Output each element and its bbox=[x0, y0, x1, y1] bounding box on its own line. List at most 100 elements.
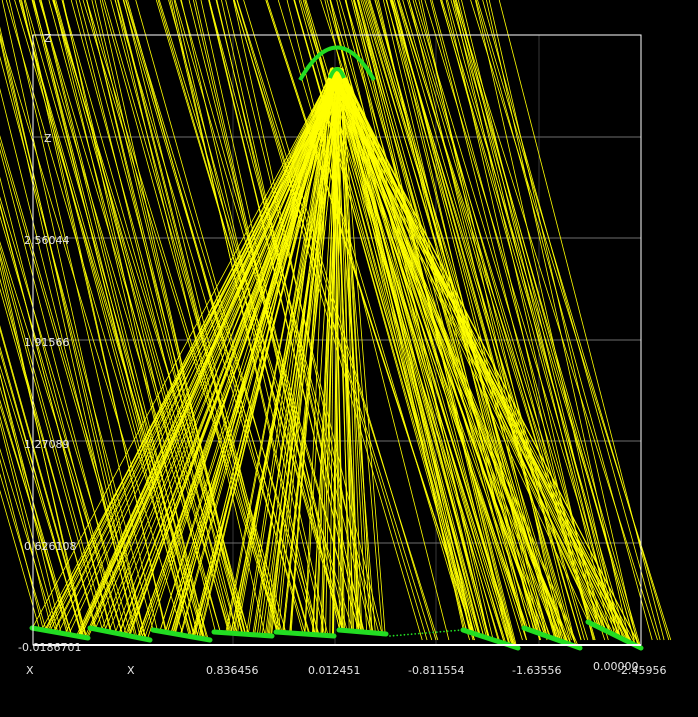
incoming-ray bbox=[1, 0, 146, 640]
mirror-dot bbox=[407, 633, 409, 636]
incoming-ray bbox=[158, 0, 354, 632]
incoming-ray bbox=[82, 0, 279, 633]
incoming-ray bbox=[70, 0, 246, 635]
incoming-ray bbox=[300, 0, 504, 641]
incoming-ray bbox=[215, 0, 372, 633]
incoming-ray bbox=[61, 0, 244, 635]
axis-title-x-2: X bbox=[127, 664, 135, 677]
incoming-ray bbox=[31, 0, 195, 638]
reflected-ray bbox=[334, 71, 355, 632]
incoming-ray bbox=[135, 0, 316, 635]
incoming-ray bbox=[173, 0, 326, 636]
incoming-ray bbox=[294, 0, 474, 641]
mirror-dot bbox=[446, 630, 449, 633]
incoming-ray bbox=[277, 0, 471, 641]
incoming-ray bbox=[23, 0, 167, 633]
incoming-ray bbox=[408, 0, 601, 629]
incoming-ray bbox=[326, 0, 515, 647]
incoming-ray bbox=[345, 0, 490, 639]
incoming-ray bbox=[0, 252, 103, 631]
rays bbox=[0, 0, 672, 649]
incoming-ray bbox=[53, 0, 208, 640]
incoming-ray bbox=[52, 0, 230, 634]
incoming-ray bbox=[14, 0, 206, 640]
incoming-ray bbox=[430, 0, 594, 641]
incoming-ray bbox=[200, 0, 343, 631]
incoming-ray bbox=[33, 0, 199, 639]
mirror-segment bbox=[29, 625, 91, 641]
incoming-ray bbox=[0, 215, 124, 635]
incoming-ray bbox=[457, 0, 616, 636]
incoming-ray bbox=[174, 0, 360, 632]
mirror-segment bbox=[87, 625, 153, 643]
reflected-ray bbox=[341, 73, 373, 633]
reflected-ray bbox=[104, 74, 337, 632]
incoming-ray bbox=[382, 0, 535, 632]
incoming-ray bbox=[0, 372, 68, 635]
receiver-focus bbox=[328, 67, 346, 79]
plot-frame bbox=[32, 34, 642, 646]
mirror-dot bbox=[417, 632, 420, 635]
receiver-arc bbox=[298, 45, 376, 81]
incoming-ray bbox=[0, 34, 146, 640]
incoming-ray bbox=[305, 0, 501, 643]
incoming-ray bbox=[32, 0, 221, 633]
mirror-dot bbox=[414, 633, 417, 635]
reflected-ray bbox=[332, 76, 513, 647]
incoming-ray bbox=[339, 0, 527, 629]
reflected-ray bbox=[196, 68, 331, 638]
reflected-ray bbox=[170, 75, 332, 634]
mirrors bbox=[29, 45, 644, 651]
incoming-ray bbox=[0, 421, 53, 632]
reflected-ray bbox=[278, 74, 334, 633]
x-tick-label: -2.45956 bbox=[617, 664, 666, 677]
overlap-tick-label: 0.00000 bbox=[593, 660, 639, 673]
incoming-ray bbox=[367, 0, 561, 641]
incoming-ray bbox=[440, 0, 628, 642]
incoming-ray bbox=[0, 141, 144, 639]
mirror-dot bbox=[435, 631, 438, 633]
incoming-ray bbox=[48, 0, 221, 633]
mirror-segment bbox=[585, 619, 644, 651]
reflected-ray bbox=[159, 74, 333, 632]
mirror-dot bbox=[453, 629, 456, 632]
incoming-ray bbox=[125, 0, 310, 635]
incoming-ray bbox=[0, 196, 132, 637]
x-tick-label: 0.836456 bbox=[206, 664, 259, 677]
incoming-ray bbox=[447, 0, 624, 640]
reflected-ray bbox=[167, 69, 341, 633]
reflected-ray bbox=[329, 69, 376, 634]
incoming-ray bbox=[0, 241, 123, 635]
x-tick-label: -1.63556 bbox=[512, 664, 561, 677]
incoming-ray bbox=[125, 0, 320, 636]
incoming-ray bbox=[0, 350, 83, 638]
incoming-ray bbox=[0, 287, 97, 630]
reflected-ray bbox=[94, 67, 344, 630]
reflected-ray bbox=[137, 71, 337, 638]
incoming-ray bbox=[298, 0, 475, 634]
incoming-ray bbox=[0, 87, 138, 638]
incoming-ray bbox=[101, 0, 278, 633]
incoming-ray bbox=[169, 0, 319, 636]
incoming-ray bbox=[450, 0, 635, 641]
incoming-ray bbox=[418, 0, 577, 647]
incoming-ray bbox=[0, 404, 72, 636]
incoming-ray bbox=[498, 0, 665, 641]
incoming-ray bbox=[0, 448, 57, 633]
incoming-ray bbox=[454, 0, 658, 641]
incoming-ray bbox=[180, 0, 360, 632]
reflected-ray bbox=[336, 69, 350, 631]
incoming-ray bbox=[389, 0, 589, 641]
incoming-ray bbox=[243, 0, 437, 641]
incoming-ray bbox=[390, 0, 557, 640]
reflected-ray bbox=[246, 76, 332, 635]
x-tick-label: -0.811554 bbox=[408, 664, 464, 677]
incoming-ray bbox=[0, 458, 44, 631]
incoming-ray bbox=[0, 472, 47, 631]
incoming-ray bbox=[488, 0, 639, 647]
incoming-ray bbox=[0, 245, 107, 632]
incoming-ray bbox=[345, 0, 532, 631]
incoming-ray bbox=[351, 0, 516, 648]
incoming-ray bbox=[78, 0, 249, 635]
